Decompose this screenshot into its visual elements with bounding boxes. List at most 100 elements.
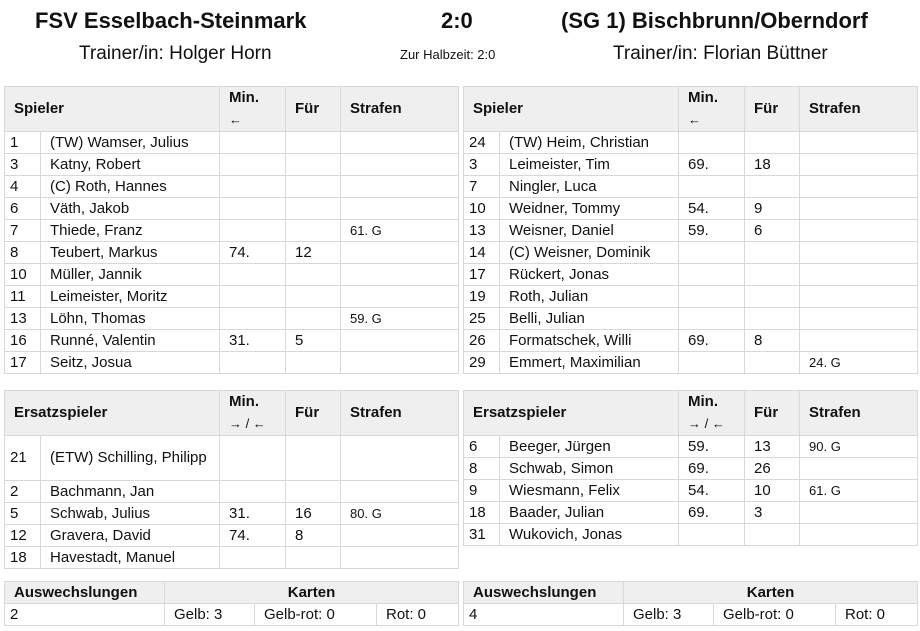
shirt-number: 14 [463, 241, 500, 264]
shirt-number: 17 [463, 263, 500, 286]
penalty [340, 263, 459, 286]
cards-header: Karten [623, 581, 918, 604]
penalty [340, 153, 459, 176]
red-cards: Rot: 0 [835, 603, 918, 626]
substituted-for [285, 285, 341, 308]
player-row: 1 (TW) Wamser, Julius [4, 131, 459, 154]
minute-header: Min. → / ← [219, 390, 287, 436]
for-header: Für [285, 390, 342, 436]
player-header: Spieler [4, 86, 220, 132]
player-name: Beeger, Jürgen [498, 435, 680, 458]
minute-label: Min. [229, 393, 260, 410]
minute: 69. [678, 457, 746, 480]
player-row: 6 Beeger, Jürgen 59. 13 90. G [463, 435, 919, 458]
player-row: 5 Schwab, Julius 31. 16 80. G [4, 502, 460, 525]
header-row: Spieler Min. ← Für Strafen [463, 86, 918, 132]
away-summary-table: Auswechslungen Karten 4 Gelb: 3 Gelb-rot:… [463, 581, 918, 626]
player-header: Ersatzspieler [462, 390, 680, 436]
penalty [799, 307, 918, 330]
penalty [799, 131, 918, 154]
player-row: 18 Havestadt, Manuel [4, 546, 460, 569]
yellow-red-cards: Gelb-rot: 0 [254, 603, 377, 626]
player-name: Wiesmann, Felix [498, 479, 680, 502]
player-row: 7 Thiede, Franz 61. G [4, 219, 459, 242]
player-row: 8 Schwab, Simon 69. 26 [463, 457, 919, 480]
minute [219, 285, 286, 308]
shirt-number: 24 [463, 131, 500, 154]
penalty [340, 524, 460, 547]
substituted-for [285, 219, 341, 242]
summary-row: 4 Gelb: 3 Gelb-rot: 0 Rot: 0 [463, 603, 918, 626]
substituted-for [285, 263, 341, 286]
substitutions-header: Auswechslungen [4, 581, 165, 604]
player-row: 12 Gravera, David 74. 8 [4, 524, 460, 547]
player-row: 2 Bachmann, Jan [4, 480, 460, 503]
minute-label: Min. [688, 393, 719, 410]
penalty [340, 197, 459, 220]
penalty [340, 285, 459, 308]
substituted-for [744, 175, 800, 198]
penalty [340, 175, 459, 198]
penalty [799, 241, 918, 264]
player-name: Baader, Julian [498, 501, 680, 524]
player-name: Ningler, Luca [499, 175, 679, 198]
minute [219, 263, 286, 286]
yellow-red-cards: Gelb-rot: 0 [713, 603, 836, 626]
shirt-number: 26 [463, 329, 500, 352]
minute: 59. [678, 435, 746, 458]
minute [219, 480, 287, 503]
away-starters-table: Spieler Min. ← Für Strafen 24 (TW) Heim, … [463, 86, 918, 374]
minute: 74. [219, 524, 287, 547]
minute-label: Min. [688, 89, 718, 106]
minute [219, 307, 286, 330]
minute [678, 523, 746, 546]
player-row: 19 Roth, Julian [463, 285, 918, 308]
penalties-header: Strafen [340, 86, 459, 132]
minute: 69. [678, 501, 746, 524]
substituted-for: 16 [285, 502, 342, 525]
penalty [340, 329, 459, 352]
shirt-number: 3 [463, 153, 500, 176]
substituted-for: 26 [744, 457, 801, 480]
player-row: 16 Runné, Valentin 31. 5 [4, 329, 459, 352]
for-header: Für [744, 390, 801, 436]
penalty [799, 501, 919, 524]
player-name: Väth, Jakob [40, 197, 220, 220]
player-name: Belli, Julian [499, 307, 679, 330]
player-row: 3 Katny, Robert [4, 153, 459, 176]
minute: 31. [219, 329, 286, 352]
substituted-for [285, 153, 341, 176]
home-trainer: Trainer/in: Holger Horn [79, 43, 272, 64]
for-header: Für [285, 86, 341, 132]
penalty [340, 480, 460, 503]
minute-label: Min. [229, 89, 259, 106]
shirt-number: 19 [463, 285, 500, 308]
player-row: 4 (C) Roth, Hannes [4, 175, 459, 198]
player-name: (TW) Heim, Christian [499, 131, 679, 154]
away-subs-table: Ersatzspieler Min. → / ← Für Strafen 6 Be… [462, 390, 919, 546]
player-name: (ETW) Schilling, Philipp [39, 435, 221, 481]
player-name: (C) Weisner, Dominik [499, 241, 679, 264]
minute: 69. [678, 153, 745, 176]
minute [219, 435, 287, 481]
minute: 69. [678, 329, 745, 352]
player-name: Löhn, Thomas [40, 307, 220, 330]
substituted-for [744, 263, 800, 286]
shirt-number: 17 [4, 351, 41, 374]
player-name: Wukovich, Jonas [498, 523, 680, 546]
cards-header: Karten [164, 581, 459, 604]
player-row: 10 Müller, Jannik [4, 263, 459, 286]
shirt-number: 10 [4, 263, 41, 286]
minute-arrow-icon: ← [688, 112, 701, 127]
substituted-for: 5 [285, 329, 341, 352]
minute: 54. [678, 197, 745, 220]
penalty [340, 351, 459, 374]
player-row: 21 (ETW) Schilling, Philipp [4, 435, 460, 481]
player-name: Gravera, David [39, 524, 221, 547]
minute [219, 351, 286, 374]
player-row: 13 Weisner, Daniel 59. 6 [463, 219, 918, 242]
shirt-number: 10 [463, 197, 500, 220]
substitutions-header: Auswechslungen [463, 581, 624, 604]
substituted-for [285, 307, 341, 330]
minute [219, 131, 286, 154]
